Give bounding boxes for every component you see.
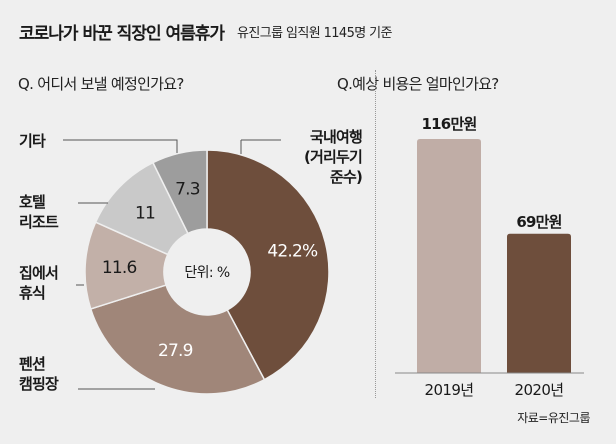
pie-slice-4 [151,149,208,235]
pie-category-label-domestic: 국내여행 (거리두기 준수) [303,128,363,186]
bar-question: Q.예상 비용은 얼마인가요? [337,75,499,93]
pie-value-label-4: 7.3 [175,179,200,199]
source-note: 자료=유진그룹 [517,411,590,425]
bar-value-label-2020: 69만원 [516,213,562,231]
pie-value-label-2: 11.6 [102,258,137,278]
pie-category-label-other: 기타 [19,132,46,150]
chart-subtitle: 유진그룹 임직원 1145명 기준 [237,26,392,41]
pie-slice-1 [89,284,266,395]
section-divider [375,70,376,398]
bar-2020년 [507,233,571,373]
pie-category-label-hotel: 호텔 리조트 [19,193,59,231]
leader-line-other [63,139,178,153]
bar-2019년 [417,139,481,373]
bar-value-label-2019: 116만원 [421,115,478,133]
bar-category-label-2019: 2019년 [424,381,475,399]
pie-question: Q. 어디서 보낼 예정인가요? [18,75,184,93]
donut-unit-label: 단위: % [184,265,230,281]
pie-slice-0 [206,149,330,381]
pie-value-label-0: 42.2% [267,242,318,262]
chart-title: 코로나가 바꾼 직장인 여름휴가 [19,24,225,44]
bar-category-label-2020: 2020년 [514,381,565,399]
pie-value-label-3: 11 [135,203,155,223]
pie-category-label-pension: 펜션 캠핑장 [19,355,59,393]
pie-category-label-home: 집에서 휴식 [19,264,59,302]
donut-hole [165,230,249,314]
pie-value-label-1: 27.9 [158,341,193,361]
